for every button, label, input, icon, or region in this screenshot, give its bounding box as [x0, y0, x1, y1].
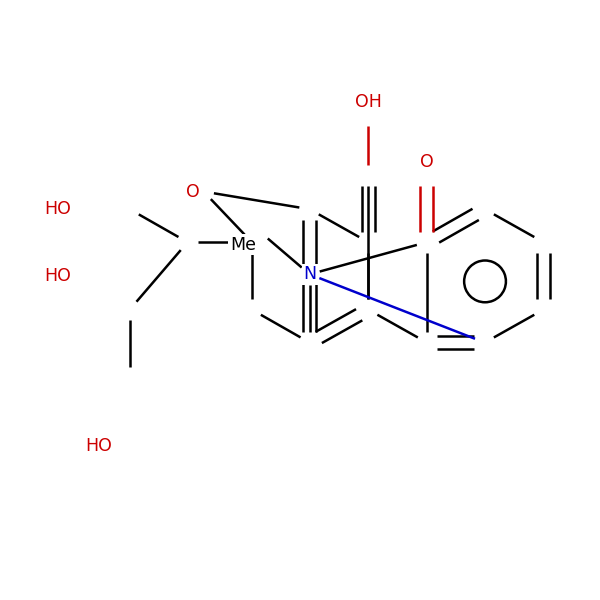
- Text: HO: HO: [44, 200, 71, 218]
- Text: O: O: [420, 154, 434, 172]
- Text: N: N: [303, 265, 316, 283]
- Text: Me: Me: [230, 236, 256, 254]
- Text: HO: HO: [86, 437, 113, 455]
- Text: O: O: [186, 182, 200, 200]
- Text: HO: HO: [44, 267, 71, 285]
- Text: OH: OH: [355, 93, 382, 111]
